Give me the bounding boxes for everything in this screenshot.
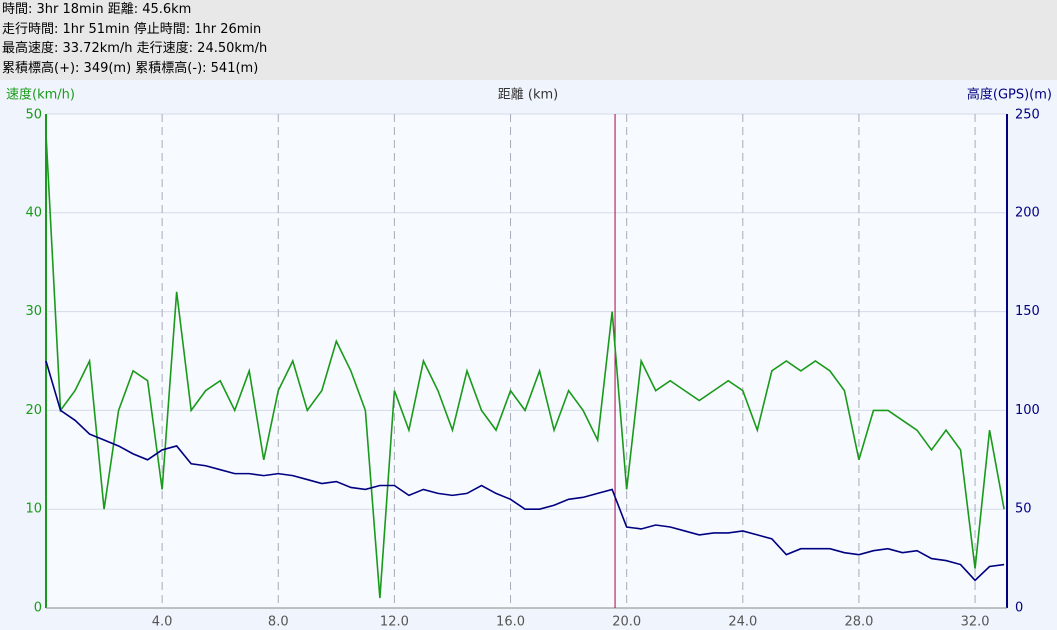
y2-tick-label: 100 bbox=[1015, 403, 1040, 418]
y2-tick-label: 250 bbox=[1015, 108, 1040, 123]
y-tick-label: 10 bbox=[25, 502, 42, 517]
summary-header: 時間: 3hr 18min 距離: 45.6km 走行時間: 1hr 51min… bbox=[0, 0, 1057, 80]
summary-line: 累積標高(+): 349(m) 累積標高(-): 541(m) bbox=[2, 60, 259, 76]
y-tick-label: 50 bbox=[25, 108, 42, 123]
y2-tick-label: 200 bbox=[1015, 205, 1040, 220]
y-tick-label: 0 bbox=[34, 601, 42, 616]
y2-axis-label: 高度(GPS)(m) bbox=[967, 87, 1052, 103]
chart: 速度(km/h) 距離 (km) 高度(GPS)(m) 0 10 20 30 40 50 0… bbox=[6, 87, 1052, 630]
y2-tick-label: 150 bbox=[1015, 304, 1040, 319]
x-tick-label: 20.0 bbox=[612, 615, 641, 630]
x-tick-label: 32.0 bbox=[961, 615, 990, 630]
plot-area bbox=[46, 114, 1007, 608]
y2-tick-label: 50 bbox=[1015, 502, 1032, 517]
x-tick-label: 12.0 bbox=[380, 615, 409, 630]
summary-line: 時間: 3hr 18min 距離: 45.6km bbox=[2, 2, 192, 17]
x-tick-label: 4.0 bbox=[152, 615, 173, 630]
y-tick-label: 20 bbox=[25, 403, 42, 418]
series-line bbox=[45, 133, 1005, 599]
y-axis-label: 速度(km/h) bbox=[6, 87, 75, 103]
y2-tick-label: 0 bbox=[1015, 601, 1023, 616]
x-tick-label: 16.0 bbox=[496, 615, 525, 630]
y-tick-label: 30 bbox=[25, 304, 42, 319]
x-tick-label: 8.0 bbox=[268, 615, 289, 630]
summary-line: 走行時間: 1hr 51min 停止時間: 1hr 26min bbox=[2, 21, 262, 37]
x-tick-label: 24.0 bbox=[728, 615, 757, 630]
series-line bbox=[45, 360, 1005, 582]
x-tick-label: 28.0 bbox=[844, 615, 873, 630]
x-axis-label: 距離 (km) bbox=[498, 88, 558, 103]
y-tick-label: 40 bbox=[25, 205, 42, 220]
summary-line: 最高速度: 33.72km/h 走行速度: 24.50km/h bbox=[2, 41, 268, 56]
